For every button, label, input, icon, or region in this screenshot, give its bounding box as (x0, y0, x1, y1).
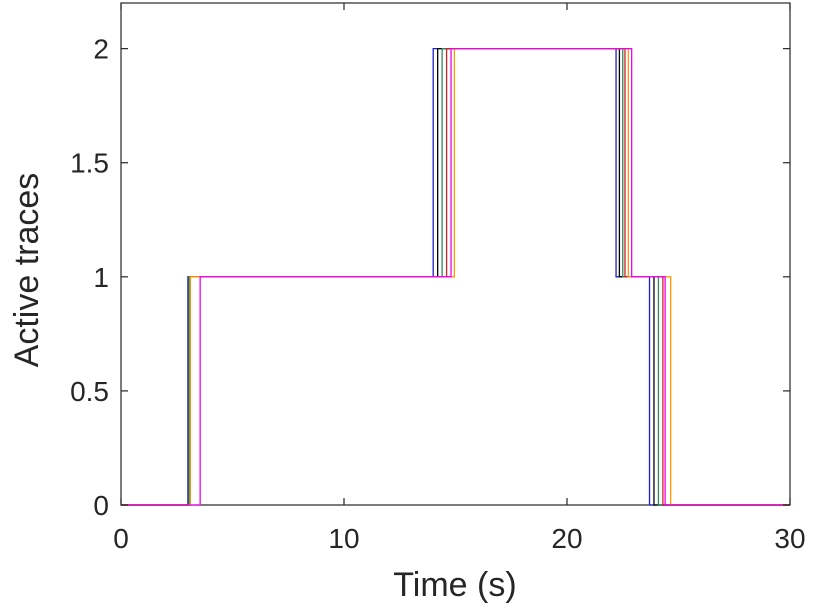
y-tick-label: 1.5 (70, 148, 109, 179)
x-tick-label: 10 (328, 523, 359, 554)
series-layer (121, 47, 790, 506)
y-tick-label: 0.5 (70, 376, 109, 407)
x-tick-label: 20 (551, 523, 582, 554)
y-tick-label: 2 (93, 34, 109, 65)
x-tick-label: 0 (113, 523, 129, 554)
series-line-6 (121, 47, 790, 506)
x-axis-ticks: 0 10 20 30 (113, 3, 806, 554)
x-tick-label: 30 (774, 523, 805, 554)
y-axis-ticks: 0 0.5 1 1.5 2 (70, 34, 790, 521)
y-tick-label: 1 (93, 262, 109, 293)
x-axis-label: Time (s) (393, 566, 516, 604)
y-tick-label: 0 (93, 490, 109, 521)
plot-area-border (120, 2, 791, 506)
plot-frame (120, 2, 791, 506)
y-axis-label: Active traces (8, 173, 46, 368)
